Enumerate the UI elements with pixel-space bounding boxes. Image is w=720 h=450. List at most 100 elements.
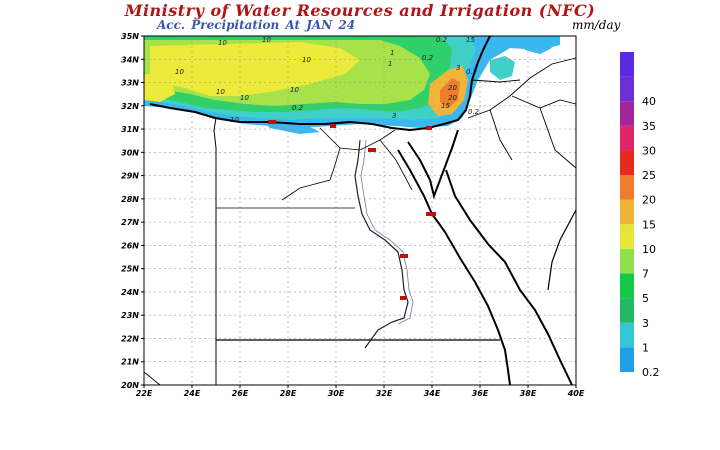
lon-tick-label: 22E xyxy=(136,389,153,398)
map-subtitle: Acc. Precipitation At JAN 24 xyxy=(157,18,356,32)
legend-swatch xyxy=(620,298,634,323)
legend-swatch xyxy=(620,347,634,372)
city-marker xyxy=(400,254,408,258)
lon-tick-label: 30E xyxy=(328,389,345,398)
city-marker xyxy=(426,126,432,130)
contour-label: 20 xyxy=(448,94,457,102)
lon-tick-label: 32E xyxy=(376,389,393,398)
lat-tick-label: 24N xyxy=(121,288,139,297)
mediterranean-coastline xyxy=(149,35,491,132)
contour-label: 0.2 xyxy=(466,68,478,76)
precip-band-10 xyxy=(150,42,360,96)
contour-label: 0.2 xyxy=(468,108,480,116)
plot-frame xyxy=(143,35,577,386)
legend-swatch xyxy=(620,175,634,200)
contour-label: 15 xyxy=(441,102,450,110)
legend-label: 15 xyxy=(642,218,656,231)
precipitation-fields xyxy=(144,36,560,134)
lat-tick-label: 30N xyxy=(121,148,139,157)
legend-swatch xyxy=(620,125,634,151)
legend-swatch xyxy=(620,199,634,225)
contour-label: 10 xyxy=(218,39,227,47)
contour-label: 0.2 xyxy=(436,36,448,44)
city-marker xyxy=(368,148,376,152)
contour-label: 20 xyxy=(448,84,457,92)
longitude-axis: 22E 24E 26E 28E 30E 32E 34E 36E 38E 40E xyxy=(136,385,585,398)
contour-label: 0.2 xyxy=(422,54,434,62)
legend-label: 7 xyxy=(642,268,649,281)
legend-label: 25 xyxy=(642,169,656,182)
lon-tick-label: 34E xyxy=(424,389,441,398)
city-marker xyxy=(400,296,406,300)
legend-label: 40 xyxy=(642,95,656,108)
lat-tick-label: 22N xyxy=(121,334,139,343)
nile-delta xyxy=(281,127,413,201)
lon-tick-label: 24E xyxy=(184,389,201,398)
contour-label: 0.2 xyxy=(292,104,304,112)
legend-swatch xyxy=(620,76,634,102)
precip-left-patch xyxy=(144,74,175,102)
sinai-coast xyxy=(407,129,459,200)
legend-label: 0.2 xyxy=(642,366,660,379)
contour-label: 3 xyxy=(456,64,460,72)
lon-tick-label: 26E xyxy=(232,389,249,398)
contour-label: 1 xyxy=(388,60,392,68)
legend-swatch xyxy=(620,273,634,299)
contour-label: 10 xyxy=(240,94,249,102)
legend-label: 30 xyxy=(642,144,656,157)
legend-swatch xyxy=(620,150,634,176)
coastlines-and-borders xyxy=(143,35,577,386)
legend-swatch xyxy=(620,101,634,126)
contour-labels: 10 101010101010110.20.20.21520330.2102015… xyxy=(175,36,480,124)
map-title: Ministry of Water Resources and Irrigati… xyxy=(124,1,596,20)
arabia-coast xyxy=(547,209,577,291)
legend-swatch xyxy=(620,322,634,348)
lat-tick-label: 21N xyxy=(121,358,139,367)
contour-label: 3 xyxy=(392,112,396,120)
legend-label: 10 xyxy=(642,243,656,256)
city-marker xyxy=(268,120,276,124)
lat-tick-label: 28N xyxy=(121,195,139,204)
contour-label: 10 xyxy=(230,116,239,124)
legend-swatch xyxy=(620,248,634,274)
city-marker xyxy=(426,212,436,216)
legend-label: 20 xyxy=(642,194,656,207)
nile-river xyxy=(354,139,409,349)
lat-tick-label: 33N xyxy=(121,79,139,88)
contour-label: 1 xyxy=(390,49,394,57)
city-markers xyxy=(268,120,436,300)
lon-tick-label: 28E xyxy=(280,389,297,398)
southwest-line xyxy=(143,371,161,386)
red-sea-east-coast xyxy=(445,169,573,386)
legend-label: 35 xyxy=(642,120,656,133)
lon-tick-label: 40E xyxy=(567,389,585,398)
lon-tick-label: 38E xyxy=(520,389,537,398)
contour-label: 15 xyxy=(466,36,475,44)
red-sea-west-coast xyxy=(397,149,511,386)
lat-tick-label: 31N xyxy=(121,125,139,134)
legend-swatch xyxy=(620,224,634,249)
city-marker xyxy=(330,124,336,128)
legend-swatch-top xyxy=(620,52,634,77)
lat-tick-label: 26N xyxy=(121,241,139,250)
lat-tick-label: 23N xyxy=(121,311,139,320)
lat-tick-label: 25N xyxy=(121,265,139,274)
nile-river-bank xyxy=(360,139,414,325)
lat-tick-label: 32N xyxy=(121,102,139,111)
lat-tick-label: 35N xyxy=(121,32,139,41)
contour-label: 10 xyxy=(302,56,311,64)
lat-tick-label: 27N xyxy=(121,218,139,227)
libya-egypt-border xyxy=(213,117,217,385)
lat-tick-label: 29N xyxy=(121,172,139,181)
contour-label: 10 xyxy=(290,86,299,94)
contour-label: 10 xyxy=(262,36,271,44)
legend-label: 1 xyxy=(642,341,649,354)
legend-label: 3 xyxy=(642,317,649,330)
units-label: mm/day xyxy=(572,18,621,32)
precip-patch-ne xyxy=(490,56,515,80)
contour-label: 10 xyxy=(175,68,184,76)
latitude-axis: 35N 34N 33N 32N 31N 30N 29N 28N 27N 26N 25N 24N 23N 2… xyxy=(121,32,144,390)
precip-band-20 xyxy=(440,78,460,108)
